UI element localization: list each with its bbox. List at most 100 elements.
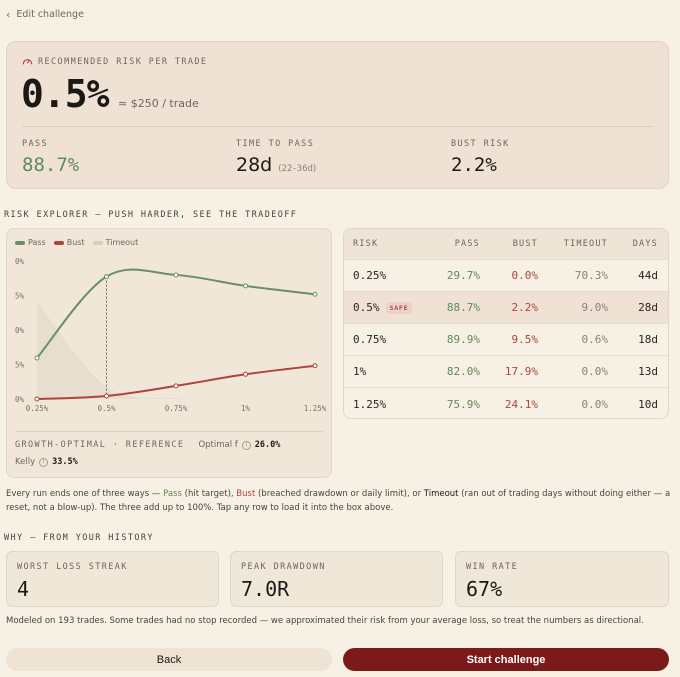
time-to-pass-value-row: 28d (22–36d) [236, 154, 316, 176]
win-rate-value: 67% [466, 577, 503, 601]
explainer-text: Every run ends one of three ways — [6, 489, 164, 499]
row-days: 28d [638, 301, 658, 314]
x-tick-label: 1% [241, 404, 251, 413]
explainer-bust: Bust [236, 489, 256, 499]
header-pass: PASS [454, 239, 480, 249]
row-bust: 17.9% [504, 365, 538, 378]
header-risk: RISK [353, 239, 379, 249]
pass-stat-value: 88.7% [22, 154, 80, 176]
bust-point [312, 363, 318, 369]
explainer-text: (hit target), [181, 489, 237, 499]
info-icon[interactable]: i [241, 440, 251, 450]
row-pass: 89.9% [446, 333, 480, 346]
recommended-risk-heading: RECOMMENDED RISK PER TRADE [22, 56, 207, 67]
row-timeout: 9.0% [581, 301, 609, 314]
bust-risk-label: BUST RISK [451, 139, 510, 149]
chart-legend: Pass Bust Timeout [15, 238, 138, 247]
recommended-risk-card: RECOMMENDED RISK PER TRADE 0.5% ≈ $250 /… [6, 41, 669, 189]
row-risk: 0.25% [353, 269, 386, 282]
risk-chart-card: Pass Bust Timeout 0% 5% 0% 5% 0% 0.25% 0.5% 0.7… [6, 228, 332, 478]
kelly-label: Kelly [15, 457, 36, 467]
row-timeout: 0.6% [581, 333, 609, 346]
bust-risk-stat: BUST RISK 2.2% [451, 139, 510, 176]
table-row[interactable]: 1% 82.0% 17.9% 0.0% 13d [344, 356, 668, 388]
worst-loss-streak-value: 4 [17, 577, 30, 601]
table-row[interactable]: 0.25% 29.7% 0.0% 70.3% 44d [344, 260, 668, 292]
pass-point [173, 272, 179, 278]
legend-swatch-timeout [92, 240, 103, 245]
kelly-value: 33.5% [52, 457, 78, 467]
risk-table: RISK PASS BUST TIMEOUT DAYS 0.25% 29.7% … [343, 228, 669, 419]
row-timeout: 0.0% [581, 397, 609, 411]
row-pass: 75.9% [446, 397, 480, 411]
hero-divider [22, 126, 653, 127]
peak-drawdown-value: 7.0R [241, 577, 290, 601]
y-tick-label: 0% [15, 395, 25, 404]
legend-item-bust: Bust [53, 238, 85, 247]
row-bust: 9.5% [511, 333, 539, 346]
y-tick-label: 5% [15, 292, 25, 301]
x-tick-label: 0.75% [165, 404, 188, 413]
row-risk: 1.25% [353, 398, 386, 411]
edit-challenge-link[interactable]: ‹ Edit challenge [6, 9, 84, 20]
gauge-icon [22, 59, 33, 65]
back-button[interactable]: Back [6, 648, 332, 671]
header-timeout: TIMEOUT [563, 239, 608, 249]
row-timeout: 0.0% [581, 365, 609, 378]
timeout-area [37, 301, 315, 400]
explainer-text: (ran out of trading days without doing e… [6, 489, 671, 513]
row-bust: 2.2% [511, 301, 539, 314]
table-row-selected[interactable]: 0.5% SAFE 88.7% 2.2% 9.0% 28d [344, 292, 668, 324]
y-tick-label: 0% [15, 257, 25, 266]
modeling-footnote: Modeled on 193 trades. Some trades had n… [6, 616, 644, 626]
header-days: DAYS [632, 239, 658, 249]
recommended-risk-label: RECOMMENDED RISK PER TRADE [38, 56, 208, 67]
explainer-text: (breached drawdown or daily limit), or [255, 489, 424, 499]
history-title: WHY — FROM YOUR HISTORY [4, 533, 154, 543]
risk-dollar-approx: ≈ $250 / trade [118, 97, 199, 110]
outcome-explainer: Every run ends one of three ways — Pass … [6, 487, 674, 515]
start-challenge-button[interactable]: Start challenge [343, 648, 669, 671]
pass-point [243, 283, 248, 289]
win-rate-card: WIN RATE 67% [455, 551, 669, 607]
legend-label-bust: Bust [66, 238, 85, 247]
recommended-risk-value: 0.5% [21, 72, 110, 116]
row-days: 44d [638, 269, 658, 282]
explainer-timeout: Timeout [423, 489, 459, 499]
info-icon[interactable]: i [39, 457, 49, 467]
peak-drawdown-label: PEAK DRAWDOWN [241, 562, 326, 572]
time-to-pass-range: (22–36d) [278, 164, 317, 174]
row-risk: 1% [353, 365, 366, 378]
y-tick-label: 0% [15, 326, 25, 335]
safe-badge: SAFE [385, 301, 413, 314]
row-pass: 82.0% [446, 365, 480, 378]
legend-label-timeout: Timeout [105, 238, 139, 247]
bust-risk-value: 2.2% [451, 154, 497, 176]
legend-item-pass: Pass [15, 238, 46, 247]
row-days: 18d [638, 333, 658, 346]
x-tick-label: 1.25% [304, 404, 327, 413]
header-bust: BUST [512, 239, 538, 249]
explainer-pass: Pass [163, 489, 182, 499]
optimal-f-pair: Optimal f i 26.0% [198, 440, 280, 450]
row-pass: 88.7% [446, 301, 480, 314]
y-tick-label: 5% [15, 361, 25, 370]
bust-point [104, 393, 109, 399]
row-bust: 24.1% [504, 397, 538, 411]
time-to-pass-value: 28d [236, 154, 273, 176]
time-to-pass-label: TIME TO PASS [236, 139, 315, 149]
legend-item-timeout: Timeout [92, 238, 139, 247]
pass-point [34, 355, 40, 361]
legend-swatch-bust [53, 240, 64, 245]
risk-chart[interactable]: 0%5%0%5%0%0.25% 0.5% 0.75% 1% 1.25% [7, 253, 331, 423]
x-tick-label: 0.5% [97, 404, 116, 413]
win-rate-label: WIN RATE [466, 562, 519, 572]
table-header-row: RISK PASS BUST TIMEOUT DAYS [344, 229, 668, 260]
edit-challenge-label: Edit challenge [16, 9, 84, 20]
legend-swatch-pass [15, 240, 25, 245]
optimal-f-label: Optimal f [198, 440, 238, 450]
row-risk: 0.5% SAFE [353, 301, 413, 314]
pass-point [312, 291, 318, 297]
table-row[interactable]: 0.75% 89.9% 9.5% 0.6% 18d [344, 324, 668, 356]
table-row[interactable]: 1.25% 75.9% 24.1% 0.0% 10d [344, 388, 668, 418]
